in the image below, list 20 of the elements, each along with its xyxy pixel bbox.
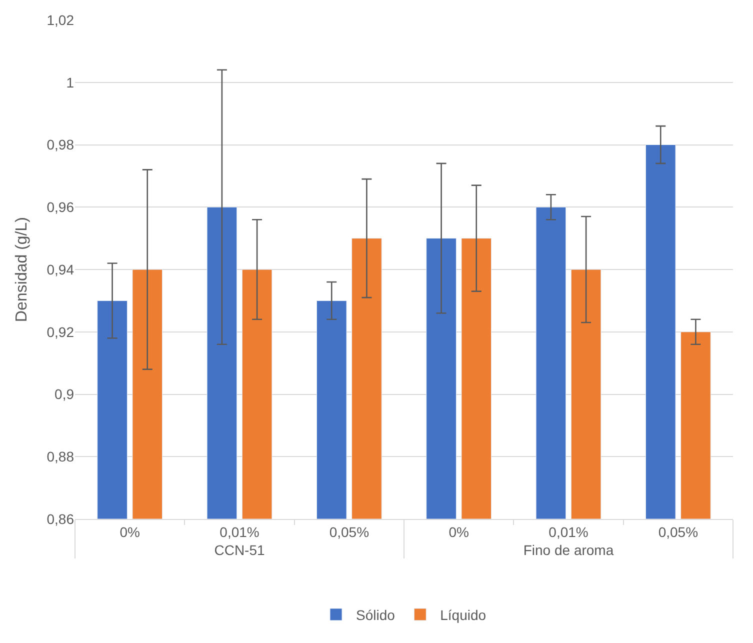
x-tick-label: 0,01%: [220, 524, 260, 540]
y-tick-label: 0,98: [46, 136, 74, 153]
y-tick-label: 0,92: [46, 324, 74, 340]
y-tick-label: 1: [66, 74, 74, 90]
y-tick-label: 0,9: [54, 386, 74, 402]
y-axis-title: Densidad (g/L): [14, 217, 31, 322]
x-tick-label: 0%: [448, 524, 469, 540]
x-tick-label: 0,01%: [548, 524, 588, 540]
legend-label: Líquido: [440, 606, 486, 623]
y-tick-label: 0,88: [46, 448, 74, 465]
x-tick-label: 0,05%: [658, 524, 698, 540]
legend-label: Sólido: [356, 606, 396, 623]
x-tick-label: 0,05%: [329, 524, 370, 540]
y-tick-label: 0,96: [46, 199, 74, 216]
text: CCN-51: [214, 542, 265, 558]
y-tick-label: 0,86: [46, 510, 74, 527]
y-tick-label: 0,94: [46, 261, 74, 278]
y-tick-label: 1,02: [46, 12, 74, 28]
text: Fino de aroma: [523, 542, 614, 558]
x-tick-label: 0%: [120, 524, 140, 540]
